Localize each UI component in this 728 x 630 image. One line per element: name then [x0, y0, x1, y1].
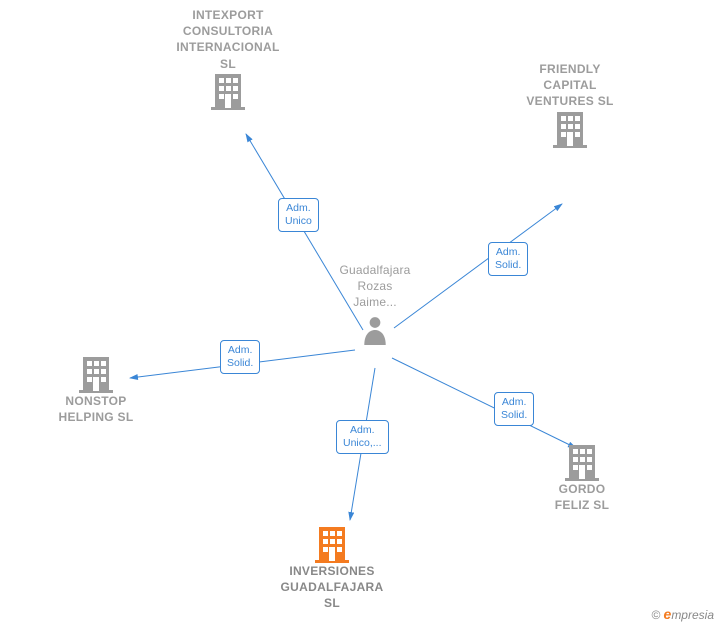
company-label: INVERSIONES GUADALFAJARA SL [272, 563, 392, 612]
center-node[interactable]: Guadalfajara Rozas Jaime... [330, 262, 420, 345]
building-icon [565, 443, 599, 481]
company-node-nonstop[interactable]: NONSTOP HELPING SL [36, 355, 156, 425]
copyright: © empresia [651, 606, 714, 622]
edge-label[interactable]: Adm. Solid. [220, 340, 260, 374]
building-icon [211, 72, 245, 110]
center-label: Guadalfajara Rozas Jaime... [330, 262, 420, 311]
brand-rest: mpresia [671, 608, 714, 622]
company-label: NONSTOP HELPING SL [36, 393, 156, 425]
edge-line [392, 358, 576, 448]
edge-label[interactable]: Adm. Unico,... [336, 420, 389, 454]
company-node-intexport[interactable]: INTEXPORT CONSULTORIA INTERNACIONAL SL [168, 7, 288, 110]
edge-label[interactable]: Adm. Unico [278, 198, 319, 232]
company-node-friendly[interactable]: FRIENDLY CAPITAL VENTURES SL [510, 61, 630, 148]
building-icon [553, 110, 587, 148]
company-label: FRIENDLY CAPITAL VENTURES SL [510, 61, 630, 110]
person-icon [362, 315, 388, 345]
company-node-inversiones[interactable]: INVERSIONES GUADALFAJARA SL [272, 525, 392, 612]
company-label: INTEXPORT CONSULTORIA INTERNACIONAL SL [168, 7, 288, 72]
edge-label[interactable]: Adm. Solid. [488, 242, 528, 276]
copyright-symbol: © [651, 608, 660, 622]
network-diagram: Guadalfajara Rozas Jaime... INTEXPORT CO… [0, 0, 728, 630]
building-icon [79, 355, 113, 393]
edge-label[interactable]: Adm. Solid. [494, 392, 534, 426]
building-icon [315, 525, 349, 563]
company-node-gordo[interactable]: GORDO FELIZ SL [522, 443, 642, 513]
company-label: GORDO FELIZ SL [522, 481, 642, 513]
